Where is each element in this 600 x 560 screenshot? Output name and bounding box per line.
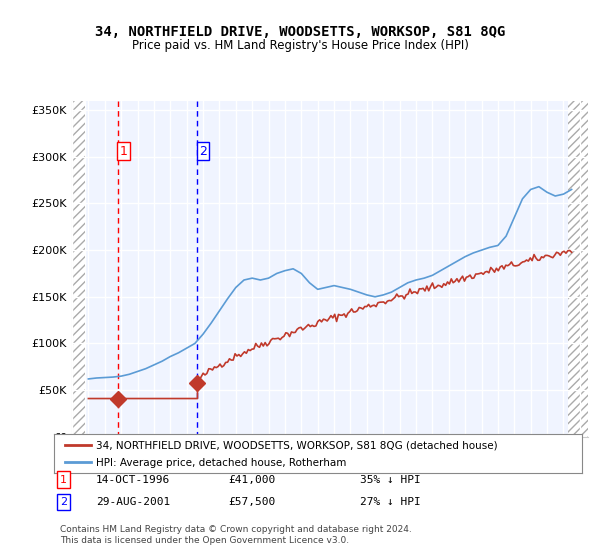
Text: 2: 2: [60, 497, 67, 507]
Bar: [72, 101, 85, 437]
Text: Contains HM Land Registry data © Crown copyright and database right 2024.
This d: Contains HM Land Registry data © Crown c…: [60, 525, 412, 545]
Text: 2: 2: [199, 144, 207, 157]
Bar: [72, 101, 85, 437]
Text: HPI: Average price, detached house, Rotherham: HPI: Average price, detached house, Roth…: [96, 458, 347, 468]
Text: 35% ↓ HPI: 35% ↓ HPI: [360, 475, 421, 485]
Bar: [568, 101, 588, 437]
Text: 29-AUG-2001: 29-AUG-2001: [96, 497, 170, 507]
Text: £41,000: £41,000: [228, 475, 275, 485]
Text: Price paid vs. HM Land Registry's House Price Index (HPI): Price paid vs. HM Land Registry's House …: [131, 39, 469, 52]
Text: 27% ↓ HPI: 27% ↓ HPI: [360, 497, 421, 507]
Text: 34, NORTHFIELD DRIVE, WOODSETTS, WORKSOP, S81 8QG: 34, NORTHFIELD DRIVE, WOODSETTS, WORKSOP…: [95, 25, 505, 39]
Text: £57,500: £57,500: [228, 497, 275, 507]
Text: 1: 1: [119, 144, 127, 157]
Text: 1: 1: [60, 475, 67, 485]
Text: 14-OCT-1996: 14-OCT-1996: [96, 475, 170, 485]
Text: 34, NORTHFIELD DRIVE, WOODSETTS, WORKSOP, S81 8QG (detached house): 34, NORTHFIELD DRIVE, WOODSETTS, WORKSOP…: [96, 441, 498, 451]
